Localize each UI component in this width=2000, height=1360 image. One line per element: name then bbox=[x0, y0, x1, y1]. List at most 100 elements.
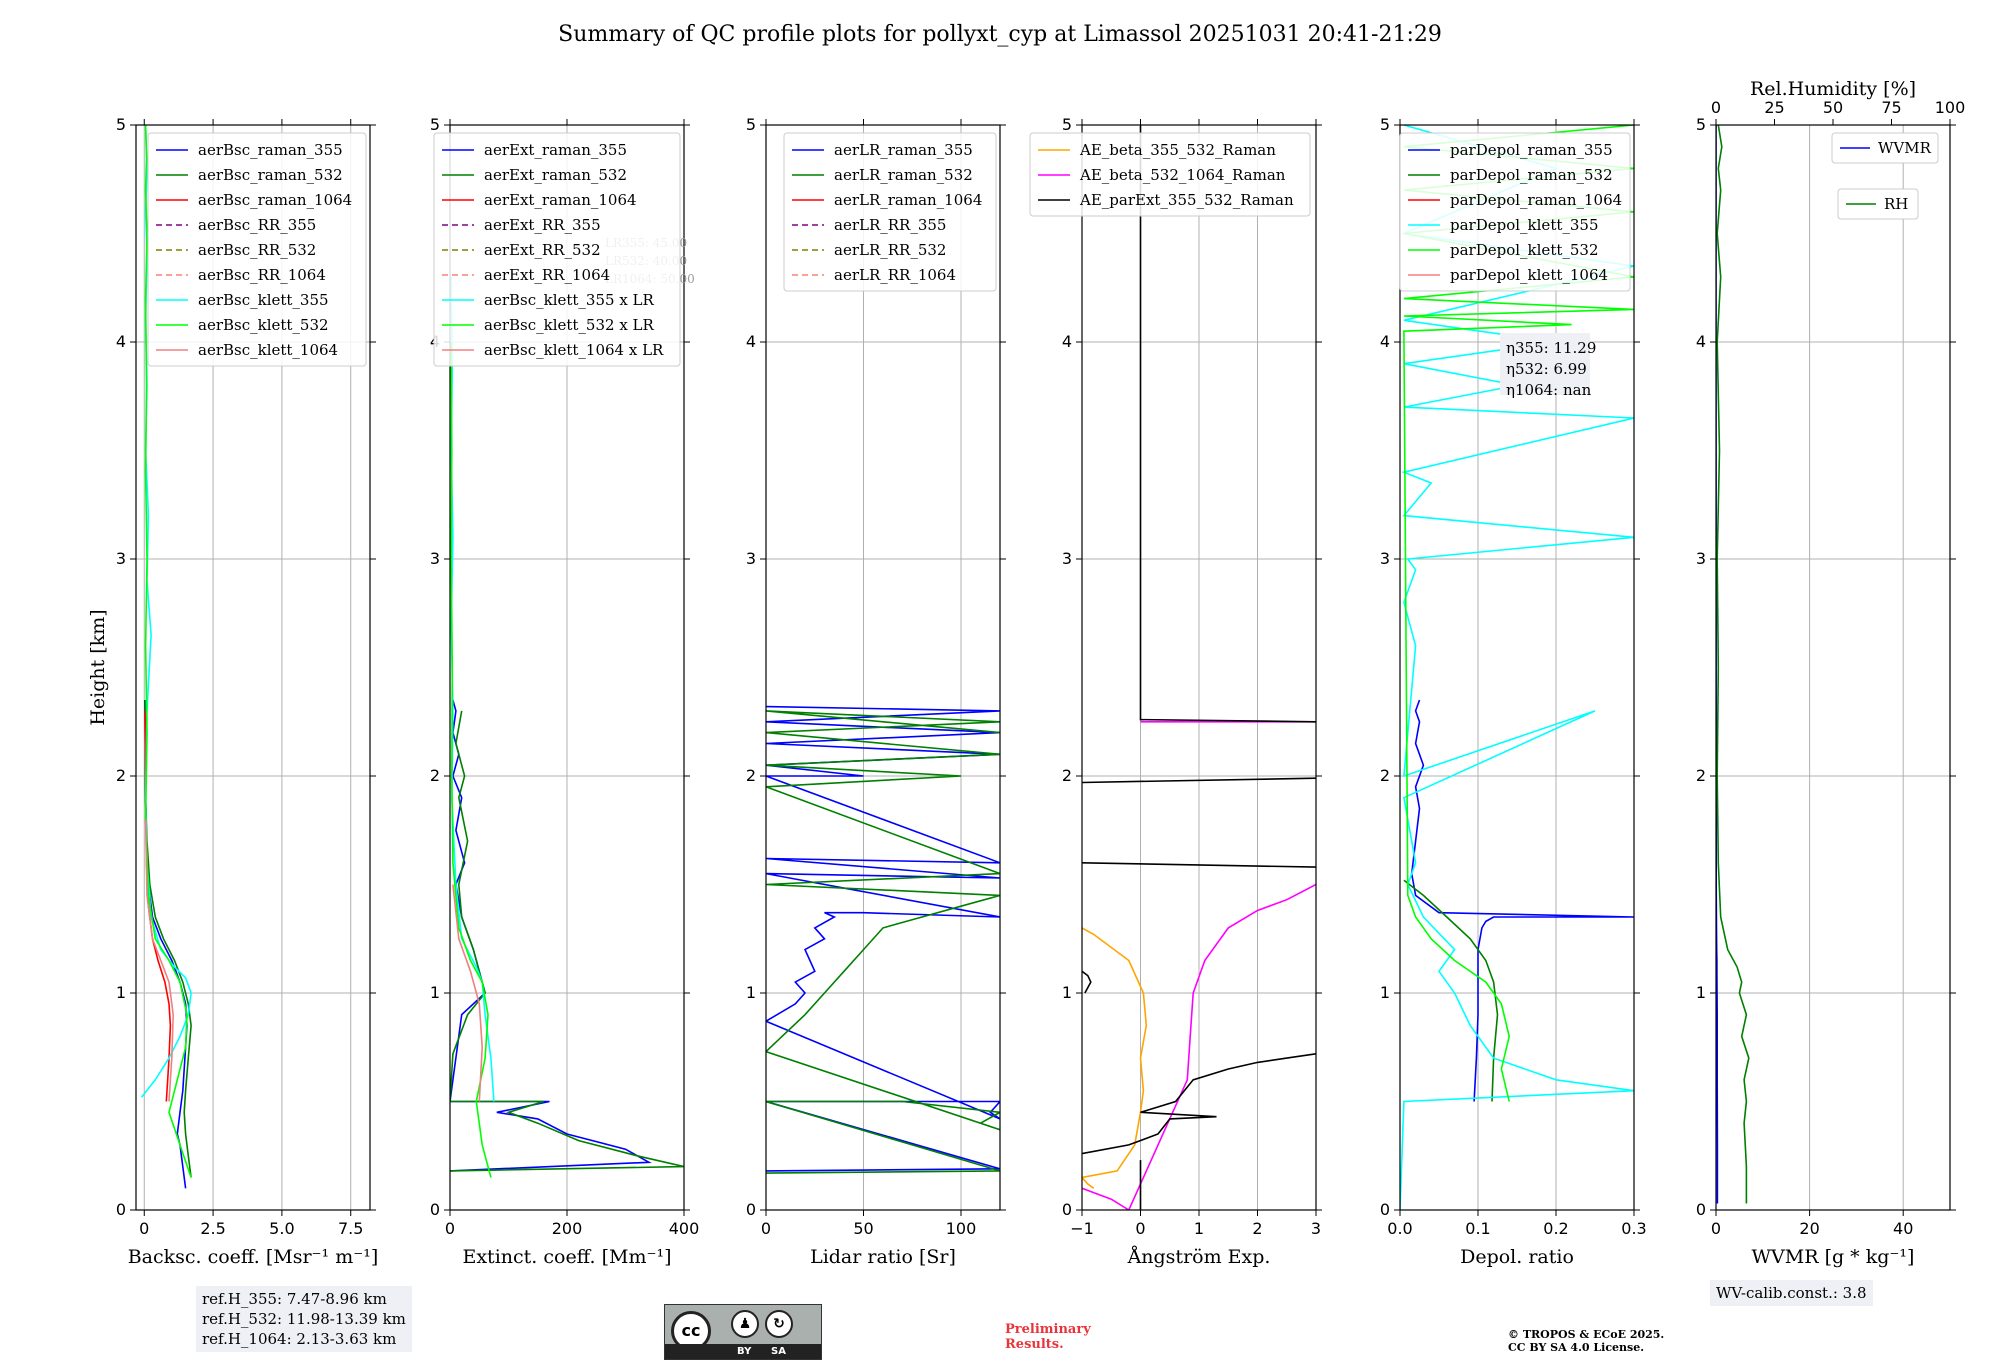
legend-label-aerLR_raman_532: aerLR_raman_532 bbox=[834, 166, 973, 184]
legend: AE_beta_355_532_Raman AE_beta_532_1064_Ra… bbox=[1029, 132, 1311, 217]
series-line-aerLR_raman_355 bbox=[766, 705, 1000, 1172]
y-tick-label: 5 bbox=[1380, 115, 1390, 134]
legend-label-aerBsc_RR_532: aerBsc_RR_532 bbox=[198, 241, 316, 259]
y-tick-label: 2 bbox=[116, 766, 126, 785]
series-line-AE_parExt_355_532_Raman bbox=[1082, 1053, 1316, 1155]
eta-note-line: η532: 6.99 bbox=[1506, 360, 1587, 378]
axes-frame bbox=[135, 124, 371, 1211]
series-line-aerBsc_klett_1064 bbox=[144, 819, 175, 1102]
series-line-aerBsc_klett_1064 x LR bbox=[452, 884, 484, 1102]
copyright-line-1: © TROPOS & ECoE 2025. bbox=[1508, 1328, 1665, 1341]
x-tick-label: 0 bbox=[139, 1219, 149, 1238]
ref-height-532: ref.H_532: 11.98-13.39 km bbox=[202, 1310, 406, 1328]
ref-height-355: ref.H_355: 7.47-8.96 km bbox=[202, 1290, 387, 1308]
x-tick-label: 1 bbox=[1194, 1219, 1204, 1238]
series-line-AE_parExt_355_532_Raman bbox=[1139, 125, 1316, 723]
y-tick-label: 2 bbox=[1062, 766, 1072, 785]
y-tick-label: 1 bbox=[430, 983, 440, 1002]
sa-share-icon: ↻ bbox=[765, 1310, 793, 1338]
x-axis-label: Depol. ratio bbox=[1460, 1246, 1574, 1268]
panel-5: 0.0 0.1 0.2 0.3 0 1 2 3 4 5 Depol. ratio η355: 11.2… bbox=[1380, 115, 1647, 1268]
x-tick-label: 0.3 bbox=[1621, 1219, 1646, 1238]
y-tick-label: 4 bbox=[1696, 332, 1706, 351]
legend-box bbox=[1029, 132, 1311, 217]
copyright-note: © TROPOS & ECoE 2025. CC BY SA 4.0 Licen… bbox=[1508, 1328, 1664, 1354]
legend-label-aerBsc_RR_355: aerBsc_RR_355 bbox=[198, 216, 316, 234]
y-tick-label: 3 bbox=[1696, 549, 1706, 568]
axes-frame bbox=[1715, 124, 1951, 1211]
x-tick-label: 200 bbox=[552, 1219, 583, 1238]
panel-3: 0 50 100 0 1 2 3 4 5 Lidar ratio [Sr] aerLR_raman_… bbox=[746, 115, 1006, 1268]
y-tick-label: 0 bbox=[1380, 1200, 1390, 1219]
legend-label-aerBsc_raman_1064: aerBsc_raman_1064 bbox=[198, 191, 352, 209]
x-axis-label: Ångström Exp. bbox=[1127, 1246, 1271, 1268]
y-tick-label: 0 bbox=[430, 1200, 440, 1219]
x-axis-label: Extinct. coeff. [Mm⁻¹] bbox=[462, 1246, 671, 1268]
series-line-AE_beta_532_1064_Raman bbox=[1082, 883, 1316, 1210]
legend-label-aerExt_raman_355: aerExt_raman_355 bbox=[484, 141, 627, 159]
legend-label-RH: RH bbox=[1884, 195, 1908, 213]
by-person-icon: ♟ bbox=[731, 1310, 759, 1338]
legend-label-aerBsc_klett_355 x LR: aerBsc_klett_355 x LR bbox=[484, 291, 655, 309]
series-layer bbox=[140, 125, 192, 1189]
x-tick-label: 2 bbox=[1252, 1219, 1262, 1238]
eta-note-line: η1064: nan bbox=[1506, 381, 1592, 399]
series-layer bbox=[1716, 125, 1750, 1204]
panel-1: 0 2.5 5.0 7.5 0 1 2 3 4 5 Backsc. coeff. [Msr⁻¹ m⁻… bbox=[87, 115, 378, 1268]
preliminary-note: Preliminary Results. bbox=[1005, 1322, 1091, 1352]
x-tick-label: 3 bbox=[1311, 1219, 1321, 1238]
wv-calib-box: WV-calib.const.: 3.8 bbox=[1710, 1280, 1873, 1306]
x-tick-label: 7.5 bbox=[338, 1219, 363, 1238]
panel-2: 0200400012345Extinct. coeff. [Mm⁻¹]LR355… bbox=[430, 115, 699, 1268]
legend-label-parDepol_klett_1064: parDepol_klett_1064 bbox=[1450, 266, 1608, 284]
series-line-aerLR_raman_532 bbox=[766, 710, 1000, 1174]
top-x-axis-label: Rel.Humidity [%] bbox=[1750, 78, 1916, 100]
series-layer bbox=[766, 705, 1000, 1174]
x-axis-label: Lidar ratio [Sr] bbox=[810, 1246, 956, 1268]
y-tick-label: 4 bbox=[746, 332, 756, 351]
y-tick-label: 5 bbox=[116, 115, 126, 134]
legend-box bbox=[1831, 132, 1939, 164]
series-line-RH bbox=[1716, 125, 1750, 1204]
legend-label-aerBsc_klett_532 x LR: aerBsc_klett_532 x LR bbox=[484, 316, 655, 334]
ref-height-1064: ref.H_1064: 2.13-3.63 km bbox=[202, 1330, 397, 1348]
legend: aerBsc_raman_355 aerBsc_raman_532 aerBsc_r… bbox=[147, 132, 367, 367]
legend-label-parDepol_klett_532: parDepol_klett_532 bbox=[1450, 241, 1599, 259]
figure-title: Summary of QC profile plots for pollyxt_… bbox=[558, 22, 1442, 47]
legend-label-parDepol_raman_532: parDepol_raman_532 bbox=[1450, 166, 1613, 184]
panel-6: 0 20 40 0 1 2 3 4 5 WVMR [g * kg⁻¹] 0 25 50 75 100 Rel.… bbox=[1696, 78, 1965, 1268]
legend-label-parDepol_raman_355: parDepol_raman_355 bbox=[1450, 141, 1613, 159]
legend-label-aerBsc_klett_532: aerBsc_klett_532 bbox=[198, 316, 329, 334]
top-x-tick-label: 50 bbox=[1823, 98, 1843, 117]
series-line-AE_beta_355_532_Raman bbox=[1082, 927, 1148, 1189]
x-tick-label: 0.0 bbox=[1387, 1219, 1412, 1238]
x-tick-label: 2.5 bbox=[200, 1219, 225, 1238]
y-tick-label: 3 bbox=[1062, 549, 1072, 568]
top-x-tick-label: 100 bbox=[1935, 98, 1966, 117]
y-tick-label: 5 bbox=[1062, 115, 1072, 134]
y-tick-label: 4 bbox=[1380, 332, 1390, 351]
y-tick-label: 2 bbox=[1380, 766, 1390, 785]
copyright-line-2: CC BY SA 4.0 License. bbox=[1508, 1341, 1645, 1354]
legend-label-aerExt_raman_532: aerExt_raman_532 bbox=[484, 166, 627, 184]
x-tick-label: 0 bbox=[445, 1219, 455, 1238]
y-tick-label: 1 bbox=[746, 983, 756, 1002]
x-tick-label: 0.2 bbox=[1543, 1219, 1568, 1238]
legend-label-aerExt_RR_1064: aerExt_RR_1064 bbox=[484, 266, 610, 284]
top-x-tick-label: 75 bbox=[1881, 98, 1901, 117]
legend-label-AE_parExt_355_532_Raman: AE_parExt_355_532_Raman bbox=[1079, 191, 1294, 209]
legend-box bbox=[783, 132, 997, 292]
series-line-AE_parExt_355_532_Raman bbox=[1082, 777, 1316, 784]
cc-license-badge: cc ♟ ↻ BY SA bbox=[664, 1304, 822, 1360]
series-line-parDepol_raman_532 bbox=[1403, 879, 1499, 1102]
legend: parDepol_raman_355 parDepol_raman_532 parD… bbox=[1399, 132, 1631, 292]
series-layer bbox=[450, 276, 684, 1178]
series-line-aerExt_raman_532 bbox=[450, 710, 684, 1172]
y-tick-label: 5 bbox=[746, 115, 756, 134]
preliminary-line-2: Results. bbox=[1005, 1337, 1064, 1352]
legend-label-aerLR_RR_355: aerLR_RR_355 bbox=[834, 216, 946, 234]
y-tick-label: 2 bbox=[746, 766, 756, 785]
wv-calib-text: WV-calib.const.: 3.8 bbox=[1716, 1284, 1867, 1302]
